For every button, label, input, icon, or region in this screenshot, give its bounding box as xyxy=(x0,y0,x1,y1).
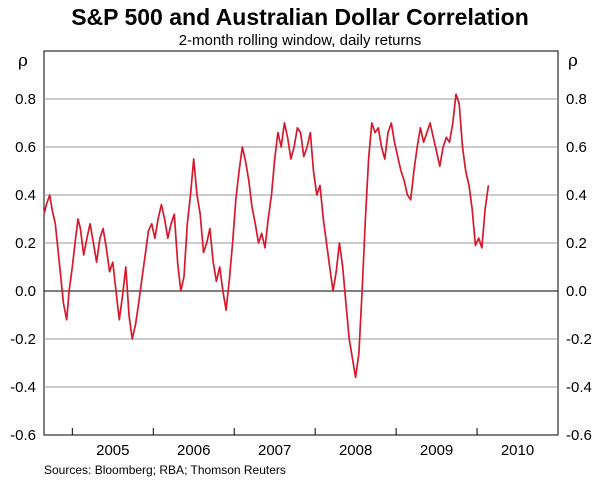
y-tick-label-right: 0.0 xyxy=(566,283,587,300)
x-axis-ticks: 2005 2006 2007 2008 2009 2010 xyxy=(71,428,534,459)
x-tick-label: 2007 xyxy=(258,442,291,459)
y-tick-label-right: -0.2 xyxy=(566,331,592,348)
correlation-series-line xyxy=(43,93,490,379)
y-axis-label-left: ρ xyxy=(18,51,28,71)
x-tick-label: 2005 xyxy=(96,442,129,459)
source-note: Sources: Bloomberg; RBA; Thomson Reuters xyxy=(44,463,286,477)
x-tick-label: 2008 xyxy=(339,442,372,459)
x-tick-label: 2006 xyxy=(177,442,210,459)
y-tick-label-right: -0.4 xyxy=(566,379,592,396)
chart-title: S&P 500 and Australian Dollar Correlatio… xyxy=(71,4,529,30)
y-tick-label-left: -0.6 xyxy=(10,427,36,444)
y-tick-label-right: 0.6 xyxy=(566,139,587,156)
y-tick-label-right: 0.2 xyxy=(566,235,587,252)
x-tick-label: 2009 xyxy=(420,442,453,459)
y-axis-ticks: 0.8 0.8 0.6 0.6 0.4 0.4 0.2 0.2 0.0 0.0 -0.2 -0.2 -0… xyxy=(10,91,592,444)
y-tick-label-right: -0.6 xyxy=(566,427,592,444)
y-tick-label-left: 0.0 xyxy=(15,283,36,300)
y-tick-label-left: 0.2 xyxy=(15,235,36,252)
y-tick-label-right: 0.8 xyxy=(566,91,587,108)
y-tick-label-left: 0.6 xyxy=(15,139,36,156)
y-axis-label-right: ρ xyxy=(568,51,578,71)
y-tick-label-left: -0.4 xyxy=(10,379,36,396)
y-tick-label-left: -0.2 xyxy=(10,331,36,348)
chart-subtitle: 2-month rolling window, daily returns xyxy=(179,32,422,49)
gridlines xyxy=(44,98,558,388)
y-tick-label-right: 0.4 xyxy=(566,187,587,204)
y-tick-label-left: 0.4 xyxy=(15,187,36,204)
x-tick-label: 2010 xyxy=(501,442,534,459)
y-tick-label-left: 0.8 xyxy=(15,91,36,108)
